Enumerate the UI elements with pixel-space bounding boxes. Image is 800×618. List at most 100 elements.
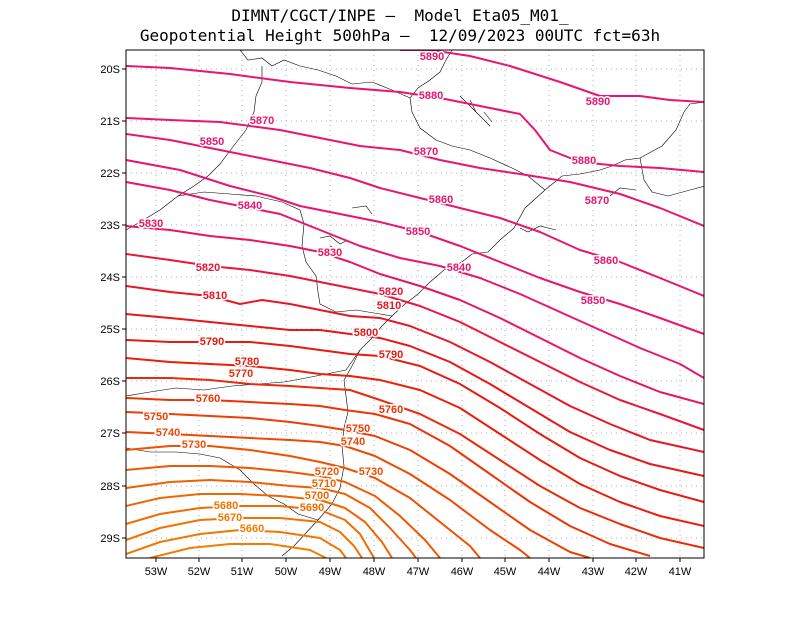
state-border-mg-rj — [639, 157, 704, 197]
contour-label-5700: 5700 — [305, 490, 329, 502]
contour-label-5800: 5800 — [354, 327, 378, 339]
x-tick-label: 51W — [231, 566, 254, 578]
contour-5890 — [400, 50, 704, 103]
contour-label-5680: 5680 — [214, 500, 238, 512]
x-tick-label: 52W — [188, 566, 211, 578]
contour-label-5890: 5890 — [586, 96, 610, 108]
contour-5840 — [126, 181, 704, 379]
contour-label-5820: 5820 — [379, 286, 403, 298]
contour-5670 — [126, 529, 347, 558]
contour-label-5710: 5710 — [312, 478, 336, 490]
contour-label-5820: 5820 — [196, 262, 220, 274]
contour-label-5770: 5770 — [229, 368, 253, 380]
contour-label-5760: 5760 — [196, 393, 220, 405]
contour-label-5760: 5760 — [379, 404, 403, 416]
contour-5700 — [126, 493, 393, 558]
y-tick-label: 26S — [100, 376, 120, 388]
contour-5880 — [126, 65, 704, 173]
contour-label-5880: 5880 — [572, 155, 596, 167]
contour-label-5850: 5850 — [406, 226, 430, 238]
contour-5720 — [126, 465, 441, 558]
x-tick-label: 53W — [145, 566, 168, 578]
contour-5870 — [126, 117, 704, 227]
contour-label-5840: 5840 — [447, 262, 471, 274]
y-axis-ticks: 20S 21S 22S 23S 24S 25S 26S 27S 28S 29S — [100, 64, 126, 545]
x-tick-label: 46W — [451, 566, 474, 578]
contour-label-5660: 5660 — [240, 523, 264, 535]
height-contours — [126, 50, 704, 558]
state-border-mg-es — [409, 50, 546, 191]
x-tick-label: 44W — [538, 566, 561, 578]
x-axis-ticks: 53W 52W 51W 50W 49W 48W 47W 46W 45W 44W 43W 42W 41W — [145, 558, 692, 578]
contour-5740 — [126, 431, 531, 558]
y-tick-label: 23S — [100, 220, 120, 232]
coastline — [281, 101, 704, 557]
contour-label-5750: 5750 — [144, 411, 168, 423]
contour-5850 — [126, 159, 704, 335]
contour-label-5790: 5790 — [379, 349, 403, 361]
contour-label-5790: 5790 — [200, 336, 224, 348]
contour-label-5870: 5870 — [414, 146, 438, 158]
title-line-1: DIMNT/CGCT/INPE – Model Eta05_M01_ — [231, 6, 569, 25]
contour-label-5670: 5670 — [218, 512, 242, 524]
contour-label-5740: 5740 — [341, 436, 365, 448]
x-tick-label: 43W — [582, 566, 605, 578]
contour-label-5740: 5740 — [156, 427, 180, 439]
contour-label-5870: 5870 — [250, 115, 274, 127]
y-tick-label: 25S — [100, 324, 120, 336]
x-tick-label: 45W — [494, 566, 517, 578]
contour-5750 — [126, 411, 591, 558]
contour-label-5860: 5860 — [594, 255, 618, 267]
contour-5770 — [126, 377, 704, 549]
x-tick-label: 41W — [669, 566, 692, 578]
contour-5760 — [126, 397, 651, 557]
contour-label-5850: 5850 — [200, 136, 224, 148]
x-tick-label: 47W — [407, 566, 430, 578]
contour-label-5810: 5810 — [377, 300, 401, 312]
contour-5800 — [126, 313, 704, 477]
contour-label-5870: 5870 — [585, 195, 609, 207]
contour-label-5730: 5730 — [182, 439, 206, 451]
contour-5690 — [126, 505, 375, 558]
contour-label-5810: 5810 — [203, 290, 227, 302]
x-tick-label: 49W — [319, 566, 342, 578]
contour-label-5850: 5850 — [581, 295, 605, 307]
contour-label-5720: 5720 — [315, 466, 339, 478]
contour-5830 — [126, 225, 704, 405]
title-line-2: Geopotential Height 500hPa – 12/09/2023 … — [139, 26, 661, 45]
y-tick-label: 24S — [100, 272, 120, 284]
state-border-mg-sp — [177, 66, 263, 197]
state-border-go-mg — [239, 50, 411, 99]
contour-label-5750: 5750 — [346, 423, 370, 435]
x-tick-label: 50W — [275, 566, 298, 578]
contour-5730 — [126, 445, 481, 558]
contour-5860 — [126, 133, 704, 297]
contour-label-5860: 5860 — [429, 194, 453, 206]
y-tick-label: 28S — [100, 481, 120, 493]
x-tick-label: 42W — [625, 566, 648, 578]
contour-label-5780: 5780 — [235, 356, 259, 368]
y-tick-label: 27S — [100, 428, 120, 440]
contour-label-5830: 5830 — [139, 218, 163, 230]
contour-5820 — [126, 253, 704, 431]
contour-5780 — [126, 357, 704, 527]
contour-label-5880: 5880 — [419, 90, 443, 102]
contour-label-5890: 5890 — [420, 51, 444, 63]
contour-5810 — [126, 285, 704, 453]
river-detail — [319, 95, 637, 251]
contour-5660 — [149, 543, 327, 558]
contour-label-5690: 5690 — [300, 502, 324, 514]
y-tick-label: 22S — [100, 168, 120, 180]
y-tick-label: 20S — [100, 64, 120, 76]
y-tick-label: 29S — [100, 533, 120, 545]
contour-5710 — [126, 479, 417, 558]
plot-frame — [125, 49, 705, 559]
x-tick-label: 48W — [363, 566, 386, 578]
y-tick-label: 21S — [100, 116, 120, 128]
contour-labels: 5890 5890 5880 5880 5870 5870 5870 5860 5860 5850… — [137, 50, 619, 537]
contour-label-5840: 5840 — [238, 200, 262, 212]
contour-label-5830: 5830 — [318, 247, 342, 259]
contour-label-5730: 5730 — [359, 466, 383, 478]
contour-5680 — [126, 517, 363, 558]
